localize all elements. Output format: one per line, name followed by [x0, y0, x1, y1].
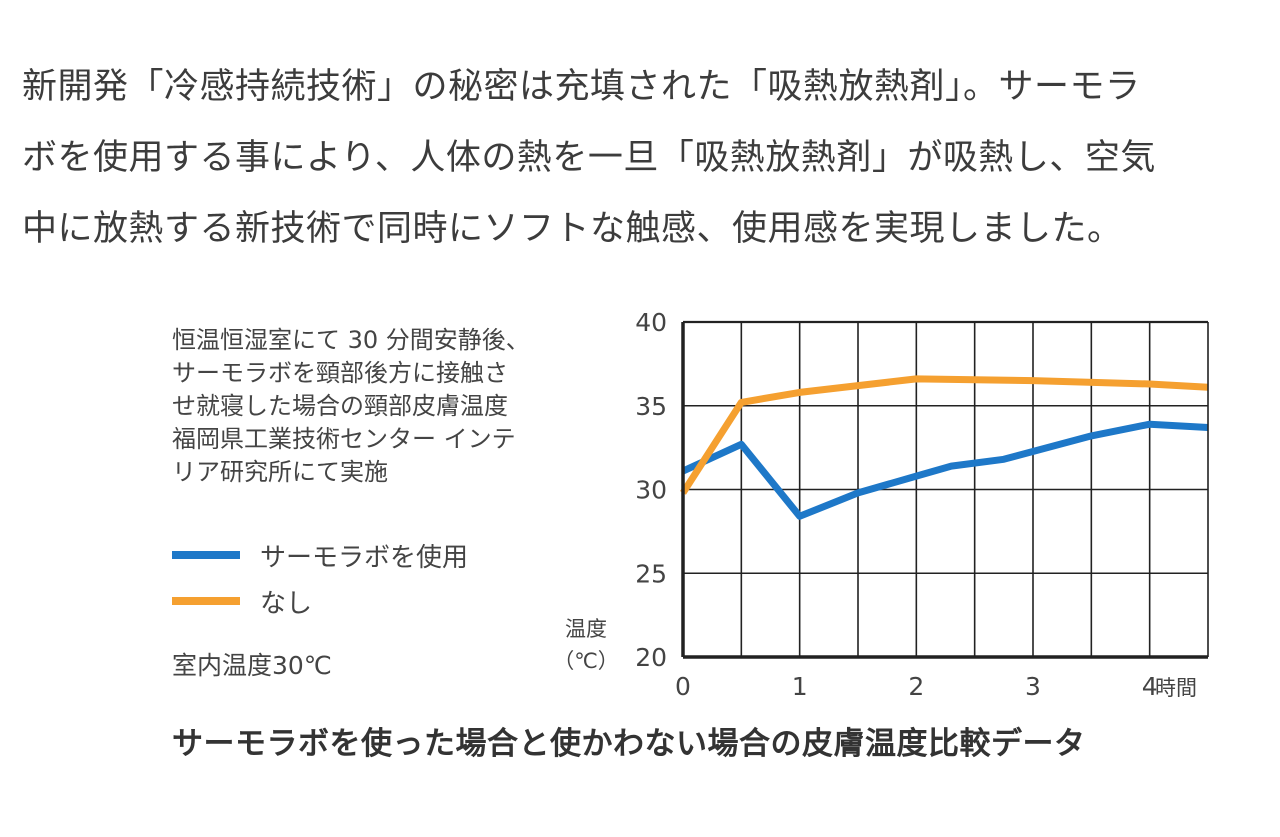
intro-line-3: 中に放熱する新技術で同時にソフトな触感、使用感を実現しました。 [22, 209, 1123, 249]
x-axis-label: 時間 [1155, 676, 1197, 700]
chart-frame [681, 320, 1209, 659]
legend-swatch-blue [172, 551, 240, 559]
legend-label-with-product: サーモラボを使用 [260, 542, 469, 573]
x-tick-label: 3 [1025, 672, 1041, 701]
x-tick-label: 2 [908, 672, 924, 701]
chart-legend: サーモラボを使用 なし [172, 532, 468, 624]
description-line-2: サーモラボを頸部後方に接触さ [172, 359, 508, 387]
legend-item-without: なし [172, 578, 468, 624]
description-line-5: リア研究所にて実施 [172, 458, 388, 486]
x-tick-label: 0 [675, 672, 691, 701]
legend-swatch-orange [172, 597, 240, 605]
y-tick-label: 35 [635, 392, 667, 421]
y-axis-label-line-2: （℃） [553, 649, 619, 673]
y-tick-label: 40 [635, 308, 667, 337]
description-line-3: せ就寝した場合の頸部皮膚温度 [172, 392, 508, 420]
room-temperature-note: 室内温度30℃ [172, 651, 332, 680]
series-line-1 [680, 375, 1209, 495]
chart-caption: サーモラボを使った場合と使かわない場合の皮膚温度比較データ [172, 726, 1086, 762]
description-line-4: 福岡県工業技術センター インテ [172, 425, 516, 453]
x-tick-label: 1 [792, 672, 808, 701]
description-line-1: 恒温恒湿室にて 30 分間安静後、 [172, 326, 530, 354]
y-tick-label: 25 [635, 559, 667, 588]
legend-label-without: なし [260, 588, 313, 619]
y-tick-label: 30 [635, 476, 667, 505]
chart-series [680, 375, 1209, 520]
series-line-0 [681, 420, 1209, 520]
legend-item-with-product: サーモラボを使用 [172, 532, 468, 578]
y-axis-label-line-1: 温度 [565, 617, 607, 641]
x-tick-label: 4 [1142, 672, 1158, 701]
intro-line-2: ボを使用する事により、人体の熱を一旦「吸熱放熱剤」が吸熱し、空気 [22, 138, 1156, 178]
experiment-description: 恒温恒湿室にて 30 分間安静後、 サーモラボを頸部後方に接触さ せ就寝した場合… [172, 324, 592, 489]
intro-line-1: 新開発「冷感持続技術」の秘密は充填された「吸熱放熱剤」。サーモラ [22, 67, 1141, 107]
intro-text: 新開発「冷感持続技術」の秘密は充填された「吸熱放熱剤」。サーモラ ボを使用する事… [22, 52, 1242, 265]
chart-grid [683, 322, 1208, 657]
chart-labels: 温度 （℃） 時間 20 25 30 35 40 0 1 2 3 4 [553, 308, 1197, 701]
y-tick-label: 20 [635, 643, 667, 672]
